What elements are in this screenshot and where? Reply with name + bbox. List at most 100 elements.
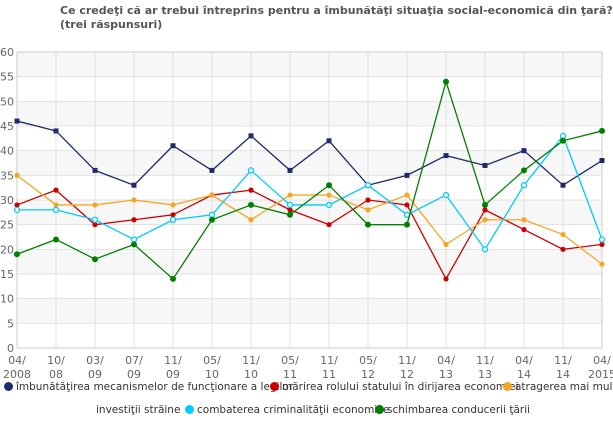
y-tick-label: 25 [0, 219, 14, 232]
data-point [482, 207, 488, 213]
data-point [170, 202, 176, 208]
data-point [208, 211, 216, 218]
legend-item-1[interactable]: mărirea rolului statului în dirijarea ec… [270, 381, 518, 393]
series-line-3 [17, 134, 603, 251]
y-tick-label: 0 [7, 342, 14, 355]
data-point [325, 201, 333, 209]
grid-band [17, 150, 602, 176]
legend-label: combaterea criminalităţii economice [197, 404, 390, 416]
x-tick-label: 07/ [125, 354, 143, 367]
x-tick-label: 13 [439, 368, 453, 380]
data-point [326, 192, 332, 198]
data-point [521, 217, 527, 223]
plot-border [16, 51, 603, 349]
x-tick-label: 08 [49, 368, 63, 380]
data-point [326, 222, 332, 228]
y-tick-label: 50 [0, 95, 14, 108]
data-point [443, 153, 449, 159]
data-point [53, 187, 59, 193]
y-tick-label: 35 [0, 169, 14, 182]
x-tick-label: 2008 [3, 368, 31, 380]
data-point [521, 167, 527, 174]
data-point [131, 182, 137, 188]
legend-item-0[interactable]: îmbunătăţirea mecanismelor de funcţionar… [4, 381, 293, 393]
data-point [170, 275, 176, 282]
data-point [442, 191, 450, 199]
data-point [131, 241, 137, 248]
x-tick-label: 10 [205, 368, 219, 380]
legend-item-4[interactable]: schimbarea conducerii ţării [375, 404, 530, 416]
legend-label: atragerea mai multor [515, 381, 613, 393]
x-tick-label: 09 [166, 368, 180, 380]
data-point [131, 197, 137, 203]
data-point [599, 127, 605, 134]
data-point [209, 192, 215, 198]
data-point [14, 172, 20, 178]
data-point [170, 212, 176, 218]
x-tick-label: 09 [88, 368, 102, 380]
data-point [14, 202, 20, 208]
y-tick-label: 45 [0, 120, 14, 133]
x-tick-label: 14 [517, 368, 531, 380]
data-point [482, 201, 488, 208]
data-point [560, 137, 566, 144]
data-point [404, 202, 410, 208]
data-point [53, 202, 59, 208]
data-point [599, 261, 605, 267]
x-tick-label: 11/ [398, 354, 416, 367]
data-point [92, 202, 98, 208]
data-point [209, 167, 215, 173]
x-tick-label: 11 [283, 368, 297, 380]
data-point [13, 206, 21, 214]
data-point [560, 182, 566, 188]
x-tick-label: 11 [322, 368, 336, 380]
x-tick-label: 04/ [593, 354, 611, 367]
data-point [53, 236, 59, 243]
data-point [364, 182, 372, 189]
legend-marker-icon [503, 382, 512, 391]
x-tick-label: 05/ [281, 354, 299, 367]
data-point [560, 246, 566, 252]
grid-band [17, 200, 602, 225]
data-point [482, 162, 488, 168]
legend-item-2-continued[interactable]: investiţii străine [96, 404, 180, 416]
x-tick-label: 10 [244, 368, 258, 380]
legend-item-2[interactable]: atragerea mai multor [503, 381, 613, 393]
legend-label: îmbunătăţirea mecanismelor de funcţionar… [16, 381, 294, 393]
data-point [248, 201, 254, 208]
data-point [248, 217, 254, 223]
legend-item-3[interactable]: combaterea criminalităţii economice [185, 404, 389, 416]
legend-marker-icon [4, 382, 13, 391]
data-point [92, 256, 98, 263]
x-tick-label: 11/ [554, 354, 572, 367]
data-point [287, 207, 293, 213]
x-tick-label: 11/ [476, 354, 494, 367]
data-point [443, 78, 449, 85]
data-point [14, 118, 20, 124]
data-point [521, 227, 527, 233]
y-tick-label: 20 [0, 243, 14, 256]
data-point [169, 216, 177, 223]
data-point [404, 221, 410, 228]
data-point [365, 207, 371, 213]
data-point [170, 143, 176, 149]
data-point [560, 231, 566, 238]
x-tick-label: 03/ [86, 354, 104, 367]
legend-marker-icon [270, 382, 279, 391]
x-tick-label: 04/ [437, 354, 455, 367]
x-tick-label: 11/ [164, 354, 182, 367]
data-point [92, 167, 98, 173]
data-point [520, 182, 528, 189]
data-point [481, 246, 489, 253]
y-tick-label: 15 [0, 268, 14, 281]
y-tick-label: 40 [0, 145, 14, 158]
y-tick-label: 55 [0, 71, 14, 84]
x-tick-label: 11/ [320, 354, 338, 367]
data-point [247, 167, 255, 174]
x-tick-label: 09 [127, 368, 141, 380]
data-point [443, 276, 449, 282]
data-point [326, 138, 332, 144]
x-tick-label: 04/ [515, 354, 533, 367]
data-point [365, 221, 371, 228]
data-point [521, 148, 527, 154]
